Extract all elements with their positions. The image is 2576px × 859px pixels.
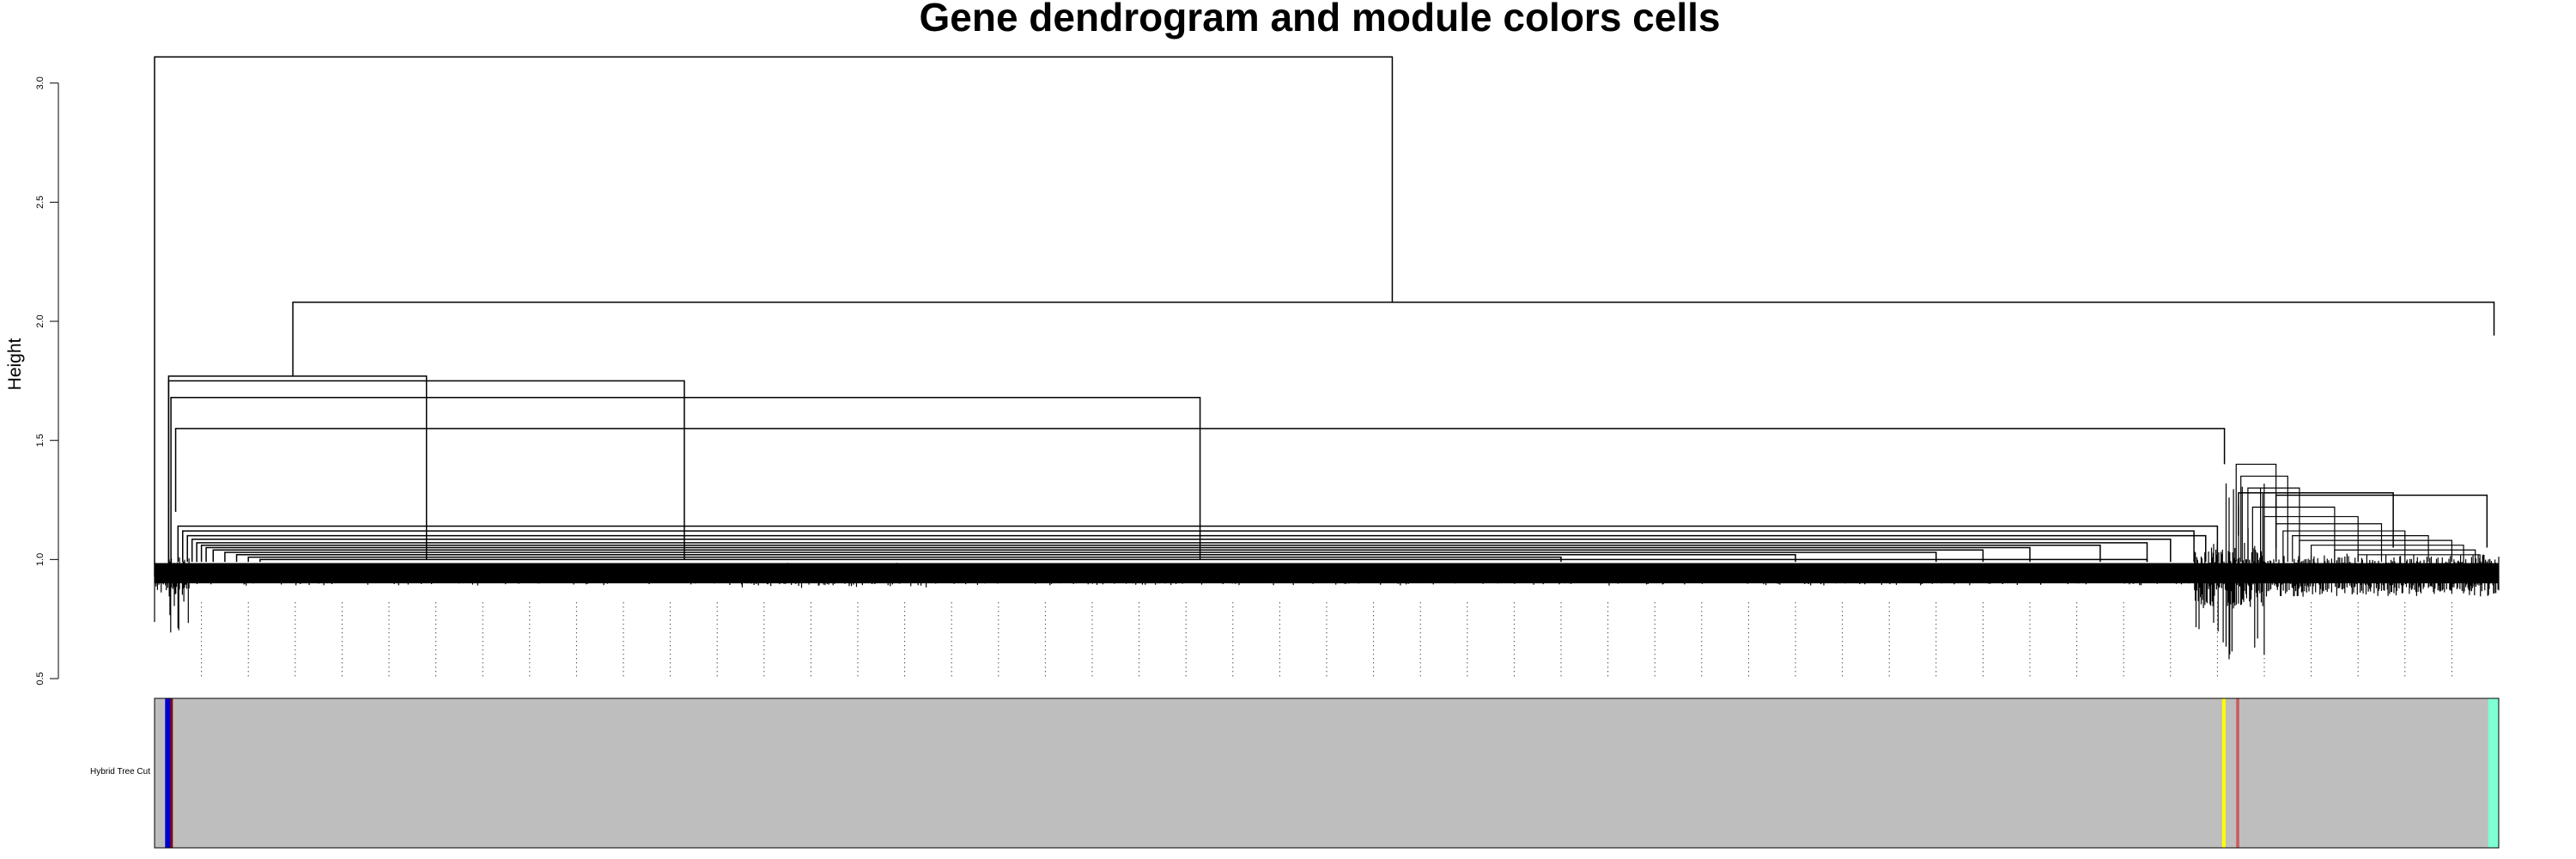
y-axis: 0.5 1.0 1.5 2.0 2.5 3.0 [35,76,59,685]
dendrogram-merge [167,375,428,572]
dendrogram-subcluster-merge [259,558,2148,563]
y-tick-label: 1.0 [35,553,46,566]
dendrogram-merge [174,428,2226,512]
dendrogram-tree [154,56,2500,679]
dendrogram-right-merge [2311,545,2464,563]
dendrogram-dense-merges [155,563,2499,584]
dendrogram-subcluster-merge [177,525,2219,563]
color-bar-border [154,698,2500,849]
dendrogram-right-merge [2263,515,2359,563]
dendrogram-right-merge [2357,554,2481,563]
dendrogram-subcluster-merge [200,544,2101,563]
dendrogram-subcluster-merge [224,551,1937,563]
y-tick-label: 2.5 [35,196,46,209]
color-bar-label: Hybrid Tree Cut [90,767,150,777]
module-color-band [165,698,171,848]
module-color-band [2221,698,2226,848]
module-color-band [2236,698,2239,848]
dendrogram-subcluster-merge [196,542,2148,563]
y-tick-label: 3.0 [35,76,46,89]
color-bar-background [155,698,2499,848]
dendrogram-subcluster-merge [212,549,1984,563]
dendrogram-right-merge [2251,506,2336,563]
module-color-bar [154,698,2500,849]
dendrogram-merge [2275,494,2488,548]
dendrogram-right-merge [2247,487,2300,563]
dendrogram-right-merge [2240,475,2288,563]
dendrogram-merge [2238,491,2394,548]
dendrogram-subcluster-merge [186,534,2207,563]
dendrogram-subcluster-merge [182,530,2195,563]
dendrogram-merge [154,56,1394,576]
dendrogram-merge [292,302,2495,376]
dendrogram-right-merge [2282,530,2406,563]
dendrogram-right-merge [2275,523,2383,563]
dendrogram-right-merge [2299,539,2452,563]
dendrogram-merge [170,397,1201,572]
y-tick-label: 2.0 [35,314,46,327]
dendrogram-merge [167,380,685,572]
module-color-band [2488,698,2499,848]
y-axis-label: Height [5,338,25,390]
dendrogram-right-merge [2334,549,2476,563]
chart-title: Gene dendrogram and module colors cells [919,0,1720,40]
dendrogram-right-merge [2292,535,2429,563]
dendrogram-subcluster-merge [191,539,2172,563]
y-tick-label: 0.5 [35,672,46,685]
module-color-band [170,698,173,848]
dendrogram-subcluster-merge [205,546,2031,563]
y-tick-label: 1.5 [35,434,46,447]
dendrogram-subcluster-merge [235,554,1796,563]
